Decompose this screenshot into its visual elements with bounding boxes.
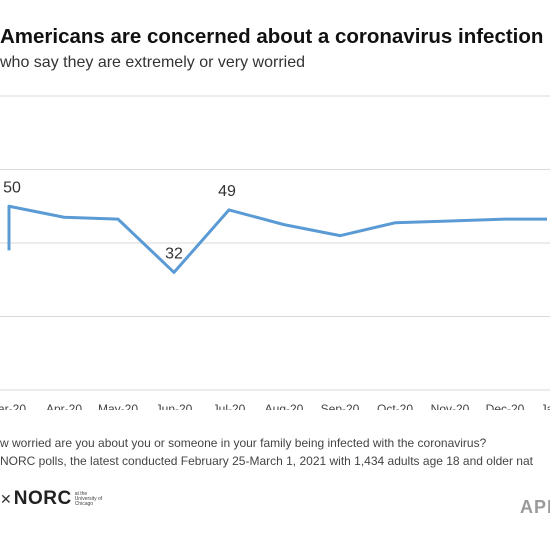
ap-brand: APN — [520, 497, 550, 517]
chart-title: Americans are concerned about a coronavi… — [0, 25, 544, 48]
x-tick-label: Dec-20 — [486, 402, 525, 410]
x-tick-label: Jul-20 — [213, 402, 246, 410]
norc-logo-mark-icon: ✕ — [0, 490, 12, 507]
x-tick-label: ar-20 — [0, 402, 26, 410]
x-tick-label: Ja — [541, 402, 550, 410]
norc-logo-text: NORC — [13, 488, 72, 509]
series-line — [7, 204, 547, 274]
x-tick-label: May-20 — [98, 402, 138, 410]
x-tick-label: Sep-20 — [321, 402, 360, 410]
x-tick-label: Apr-20 — [46, 402, 82, 410]
data-label: 49 — [218, 183, 236, 200]
source-note: NORC polls, the latest conducted Februar… — [0, 454, 533, 468]
x-tick-label: Nov-20 — [431, 402, 470, 410]
chart-subtitle: who say they are extremely or very worri… — [0, 54, 305, 71]
data-label: 32 — [165, 245, 183, 262]
data-label: 50 — [3, 179, 21, 196]
x-tick-label: Jun-20 — [156, 402, 193, 410]
norc-logo-subtext: at the University of Chicago — [74, 490, 103, 507]
line-chart: 50 32 49 ar-20 Apr-20 May-20 Jun-20 Jul-20 Aug-… — [0, 95, 550, 410]
x-tick-label: Aug-20 — [265, 402, 304, 410]
survey-question-note: w worried are you about you or someone i… — [0, 436, 487, 450]
norc-logo: ✕ NORC at the University of Chicago — [0, 488, 109, 510]
x-tick-label: Oct-20 — [377, 402, 413, 410]
